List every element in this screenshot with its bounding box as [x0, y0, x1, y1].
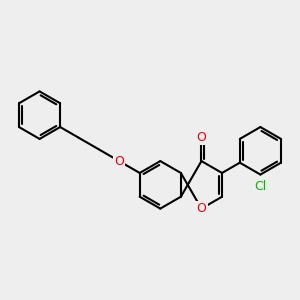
Text: O: O: [196, 202, 206, 215]
Text: O: O: [196, 131, 206, 144]
Text: O: O: [114, 154, 124, 168]
Text: Cl: Cl: [254, 180, 266, 193]
